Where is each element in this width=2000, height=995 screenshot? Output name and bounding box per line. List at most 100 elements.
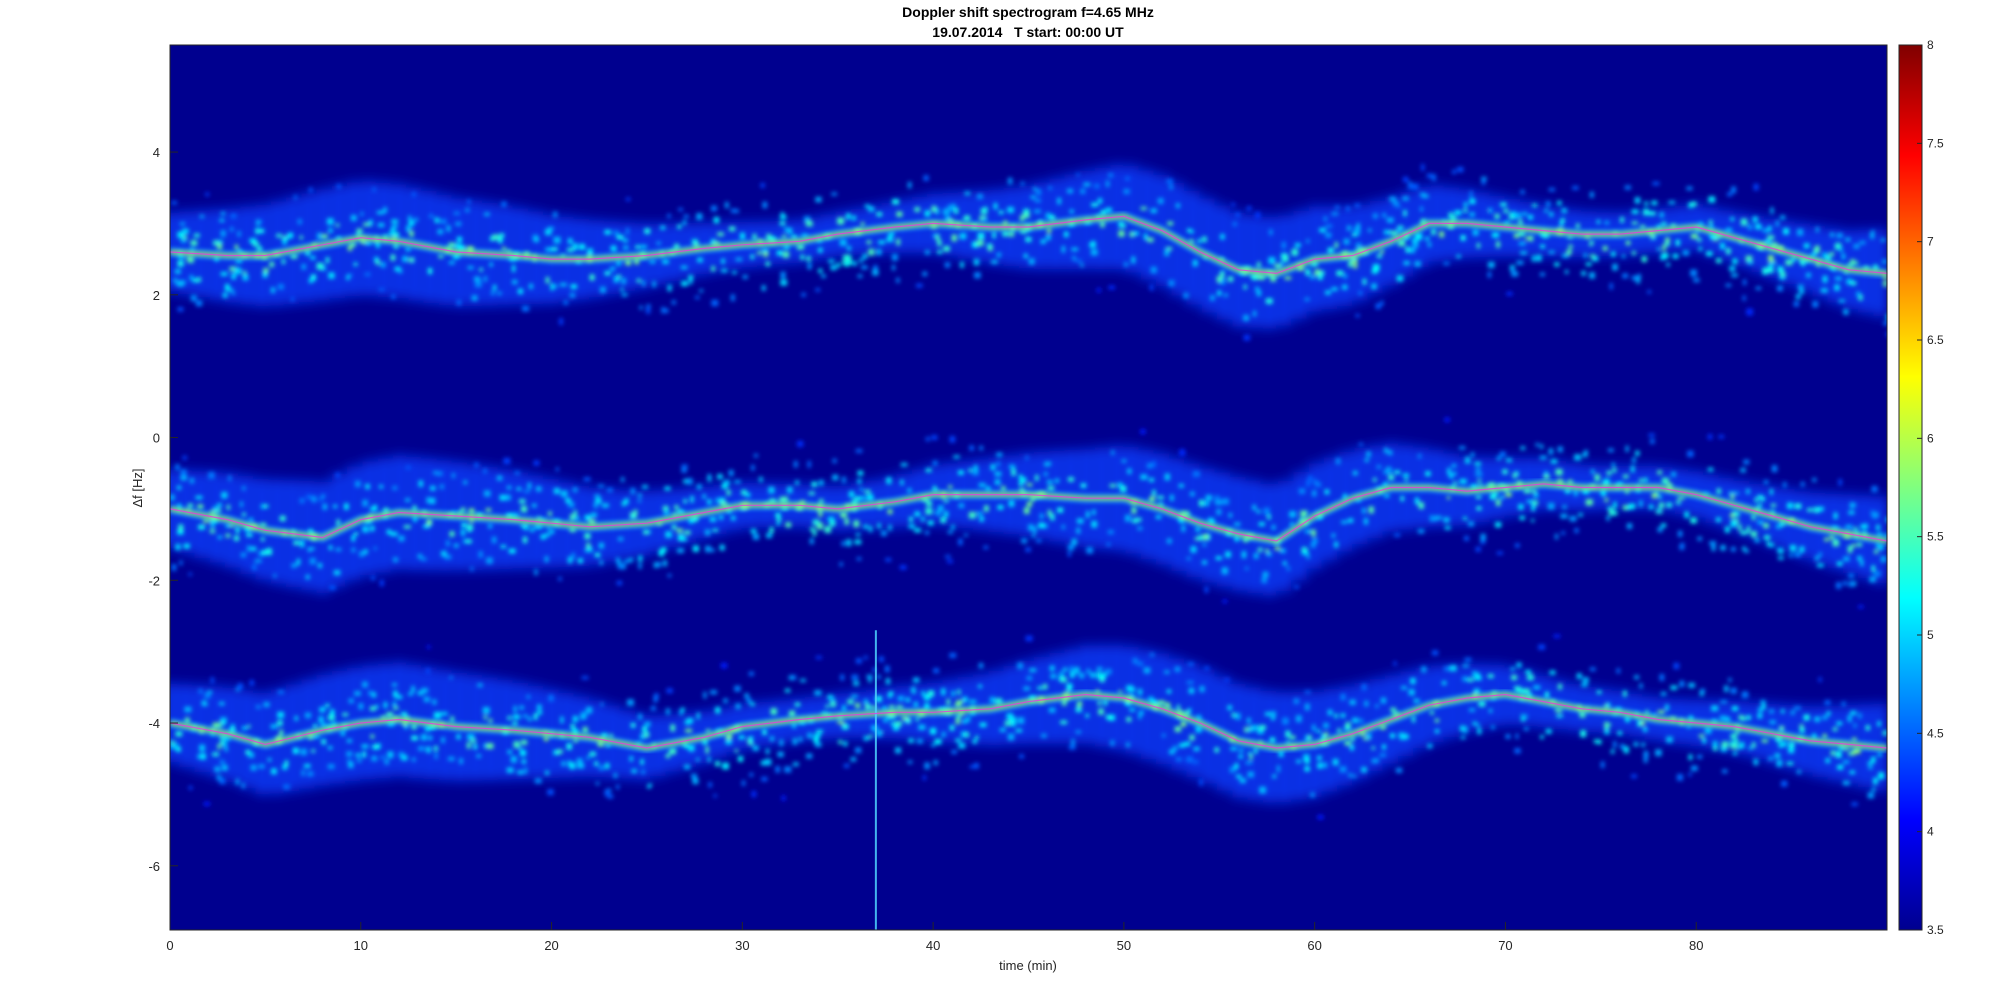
speckle	[1874, 571, 1881, 577]
speckle	[1449, 473, 1454, 479]
speckle	[1192, 259, 1198, 267]
speckle	[1248, 751, 1252, 755]
speckle	[534, 778, 542, 784]
speckle	[1138, 714, 1142, 720]
speckle	[1506, 291, 1513, 296]
speckle	[175, 731, 183, 737]
speckle	[667, 284, 672, 292]
speckle	[340, 730, 345, 736]
x-tick-label: 80	[1689, 938, 1703, 953]
speckle	[1740, 218, 1748, 226]
speckle	[249, 238, 257, 244]
speckle	[853, 681, 860, 686]
speckle	[1651, 200, 1658, 206]
speckle	[1693, 278, 1700, 283]
speckle	[242, 512, 246, 517]
speckle	[1247, 771, 1254, 778]
speckle	[784, 227, 791, 233]
speckle	[669, 748, 677, 755]
speckle	[1522, 212, 1527, 216]
speckle	[1659, 674, 1665, 681]
speckle	[642, 485, 648, 489]
speckle	[662, 259, 669, 264]
speckle	[825, 704, 829, 709]
speckle	[220, 272, 228, 276]
speckle	[1806, 508, 1813, 512]
speckle	[488, 523, 493, 529]
speckle	[1208, 517, 1214, 525]
speckle	[184, 706, 192, 713]
speckle	[1700, 688, 1706, 693]
speckle	[1166, 538, 1172, 544]
speckle	[688, 744, 695, 752]
speckle	[1487, 674, 1494, 679]
speckle	[1186, 756, 1193, 763]
speckle	[376, 260, 380, 265]
speckle	[189, 477, 195, 484]
speckle	[336, 519, 341, 527]
speckle	[956, 700, 963, 704]
colorbar-tick-label: 5	[1927, 628, 1934, 642]
speckle	[1516, 260, 1524, 265]
speckle	[995, 698, 1003, 705]
speckle	[1086, 511, 1090, 518]
speckle	[1255, 286, 1260, 292]
speckle	[958, 470, 964, 475]
speckle	[502, 247, 506, 251]
speckle	[841, 723, 849, 730]
speckle	[1633, 742, 1639, 747]
speckle	[1786, 761, 1794, 766]
speckle	[867, 704, 871, 711]
speckle	[1690, 765, 1698, 772]
speckle	[840, 511, 847, 518]
speckle	[1434, 729, 1440, 734]
speckle	[1688, 772, 1692, 777]
speckle	[984, 206, 988, 212]
speckle	[1581, 270, 1586, 276]
speckle	[377, 223, 385, 227]
speckle	[1677, 530, 1683, 537]
speckle	[637, 499, 641, 503]
speckle	[522, 536, 528, 544]
speckle	[1457, 166, 1464, 173]
speckle	[788, 710, 796, 717]
speckle	[1592, 255, 1599, 262]
speckle	[703, 691, 707, 699]
speckle	[1472, 229, 1479, 236]
speckle	[1883, 280, 1887, 287]
speckle	[1644, 201, 1648, 207]
speckle	[1657, 247, 1661, 252]
speckle	[417, 554, 423, 559]
speckle	[1637, 273, 1641, 280]
speckle	[180, 475, 187, 481]
speckle	[228, 475, 232, 482]
speckle	[1380, 300, 1384, 306]
speckle	[852, 215, 856, 221]
speckle	[1487, 271, 1492, 278]
speckle	[1883, 321, 1887, 326]
speckle	[808, 491, 815, 495]
speckle	[1463, 207, 1467, 213]
speckle	[1109, 483, 1116, 488]
speckle	[1751, 514, 1756, 521]
speckle	[1402, 196, 1409, 201]
speckle	[1008, 500, 1015, 507]
speckle	[887, 509, 893, 515]
speckle	[684, 719, 691, 725]
speckle	[1179, 743, 1185, 748]
speckle	[1305, 268, 1311, 276]
speckle	[1574, 489, 1578, 497]
speckle	[1404, 478, 1408, 482]
speckle	[1023, 208, 1030, 215]
speckle	[1050, 216, 1056, 220]
speckle	[1261, 577, 1267, 584]
speckle	[374, 744, 380, 749]
speckle	[1752, 216, 1758, 223]
speckle	[719, 515, 724, 520]
speckle	[267, 758, 272, 762]
speckle	[696, 712, 700, 720]
speckle	[277, 711, 284, 719]
speckle	[1137, 661, 1144, 667]
speckle	[914, 511, 921, 517]
speckle	[1783, 482, 1787, 488]
